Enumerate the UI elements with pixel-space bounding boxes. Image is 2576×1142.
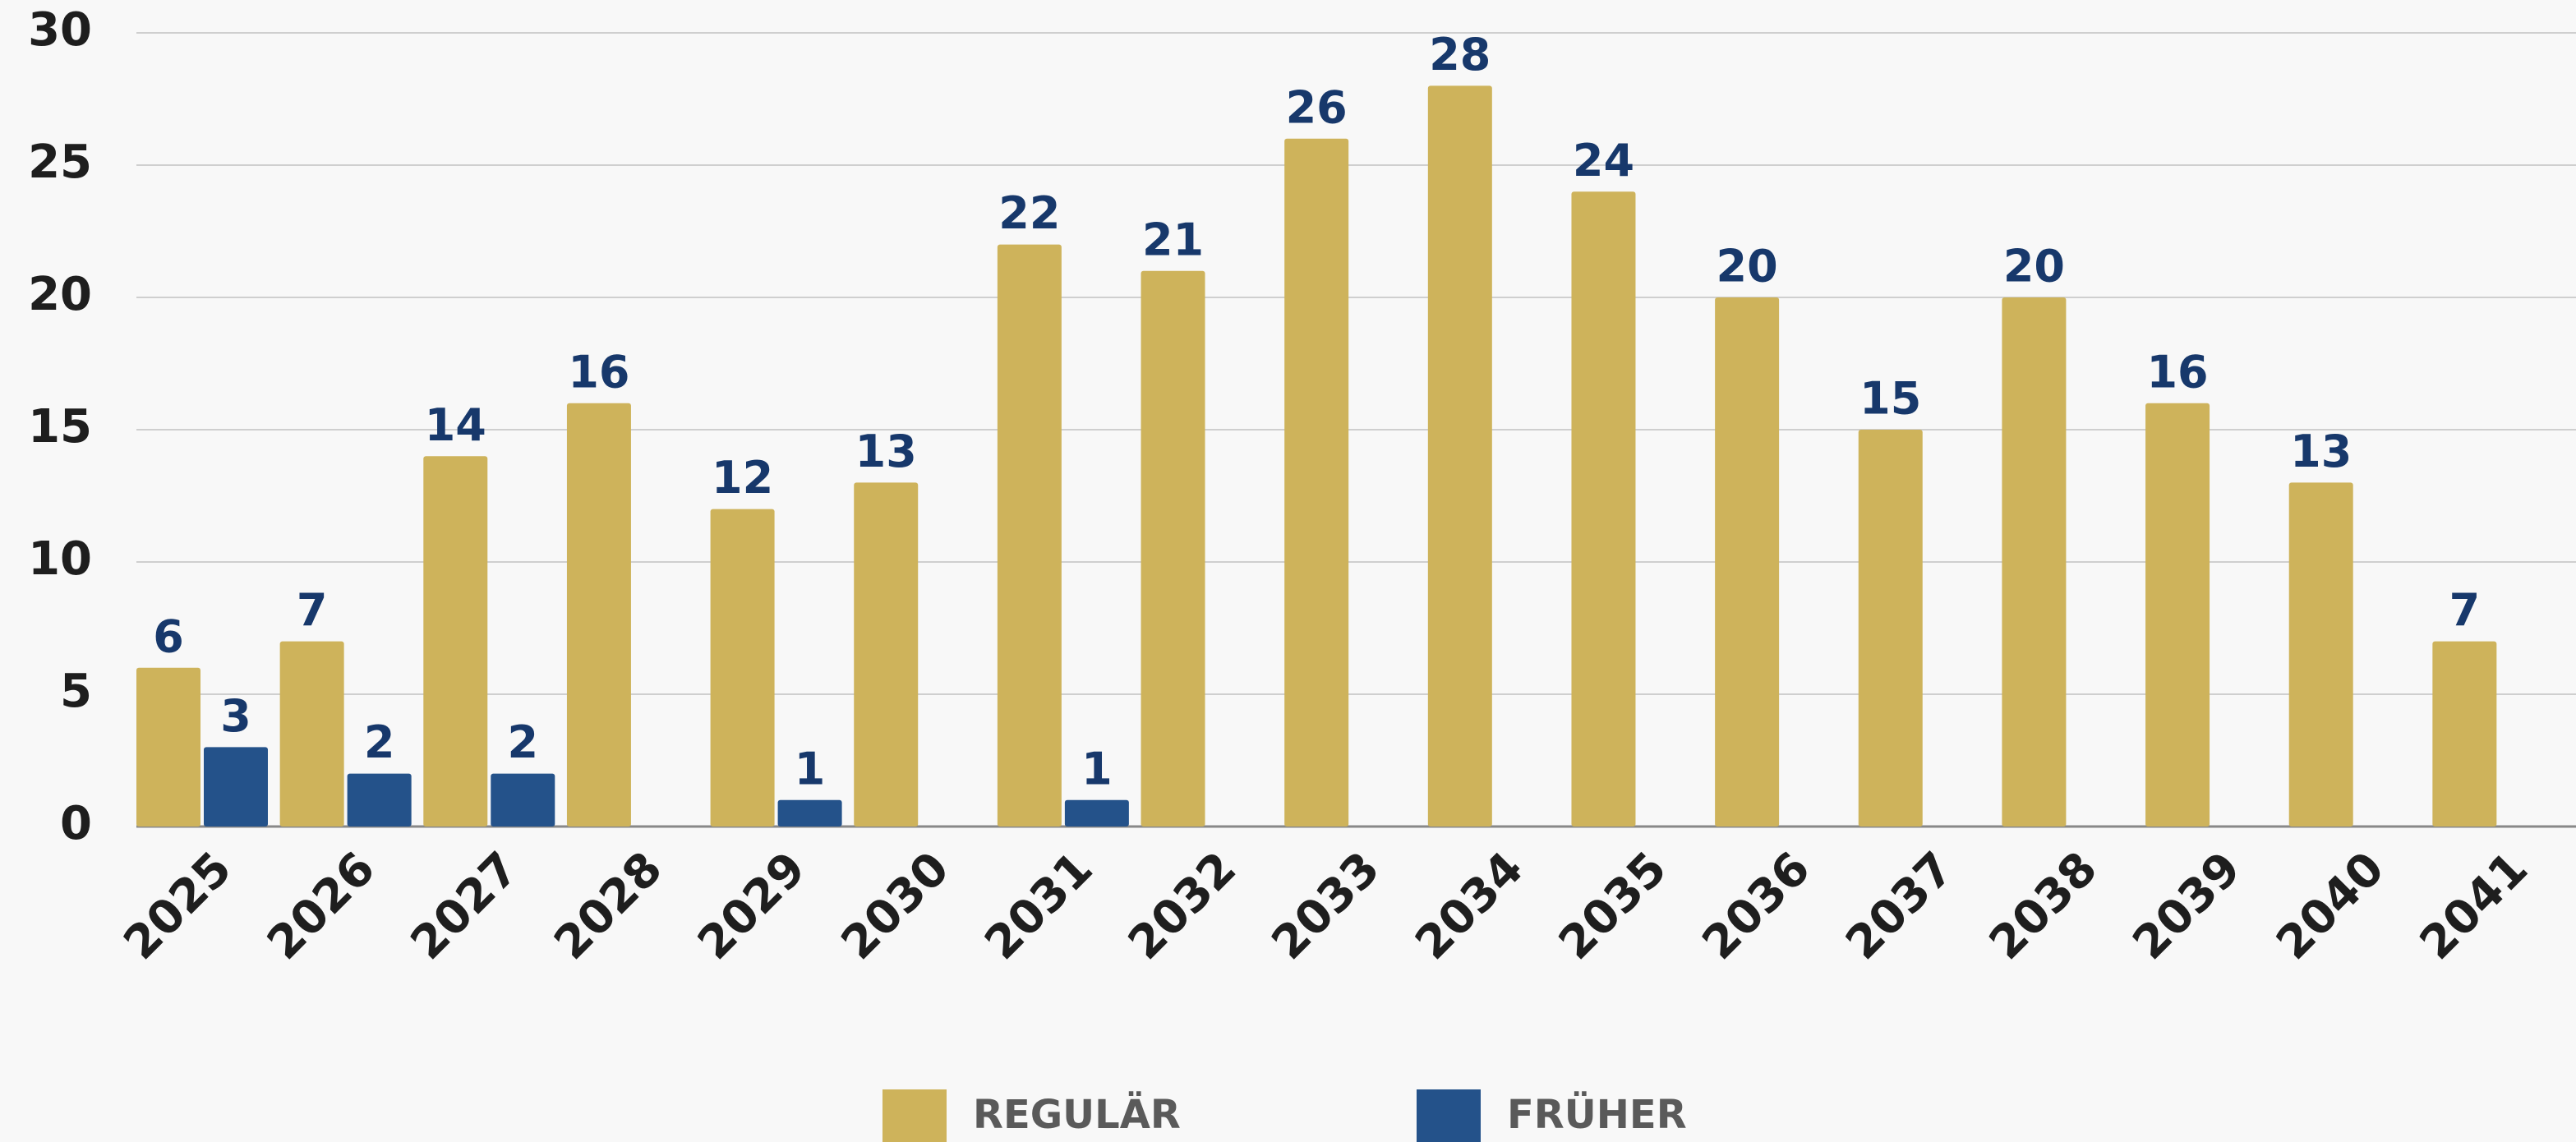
x-tick-label: 2034: [1405, 842, 1533, 970]
x-tick-label: 2030: [832, 842, 960, 970]
data-label: 14: [425, 399, 486, 451]
bar: [2288, 482, 2353, 827]
data-label: 1: [1081, 743, 1113, 794]
bar: [1284, 138, 1349, 827]
data-label: 1: [795, 743, 826, 794]
x-tick-label: 2029: [688, 842, 816, 970]
y-tick-label: 15: [28, 400, 92, 454]
y-tick-label: 30: [28, 3, 92, 57]
data-label: 16: [568, 346, 629, 398]
bar: [2145, 403, 2210, 827]
data-label: 15: [1859, 373, 1921, 425]
bar: [2002, 297, 2067, 827]
legend-label: REGULÄR: [973, 1091, 1181, 1138]
x-tick-label: 2033: [1262, 842, 1390, 970]
bar: [710, 509, 775, 827]
x-tick-label: 2041: [2410, 842, 2538, 970]
data-label: 21: [1142, 214, 1204, 265]
x-tick-label: 2027: [401, 842, 529, 970]
data-label: 20: [2003, 241, 2065, 292]
data-label: 16: [2146, 346, 2208, 398]
bar: [279, 641, 344, 827]
x-tick-label: 2036: [1693, 842, 1821, 970]
data-label: 13: [855, 426, 917, 477]
y-tick-label: 20: [28, 268, 92, 321]
data-label: 28: [1429, 29, 1491, 81]
bar: [136, 667, 200, 827]
x-tick-label: 2026: [257, 842, 385, 970]
bar: [2432, 641, 2497, 827]
legend-swatch: [1417, 1089, 1481, 1142]
x-tick-label: 2037: [1836, 842, 1964, 970]
x-tick-label: 2028: [544, 842, 672, 970]
x-tick-label: 2031: [975, 842, 1103, 970]
x-tick-label: 2040: [2266, 842, 2394, 970]
bar: [1571, 191, 1636, 827]
bar: [423, 456, 488, 827]
bar: [1141, 270, 1205, 827]
bar: [997, 244, 1062, 827]
y-tick-label: 5: [60, 665, 92, 718]
x-tick-label: 2038: [1979, 842, 2108, 970]
data-label: 7: [297, 584, 328, 636]
y-tick-label: 10: [28, 532, 92, 586]
bar: [566, 403, 631, 827]
y-tick-label: 0: [60, 797, 92, 850]
data-label: 26: [1286, 81, 1348, 133]
data-label: 3: [220, 690, 251, 742]
x-tick-label: 2035: [1549, 842, 1677, 970]
data-label: 2: [508, 716, 539, 768]
bar: [854, 482, 919, 827]
y-tick-label: 25: [28, 136, 92, 189]
data-label: 20: [1717, 241, 1778, 292]
bar: [204, 747, 268, 827]
data-label: 12: [712, 452, 773, 504]
data-label: 2: [364, 716, 395, 768]
bar: [347, 773, 412, 827]
legend-label: FRÜHER: [1507, 1091, 1687, 1138]
bar: [1064, 799, 1129, 827]
bar: [1715, 297, 1780, 827]
data-label: 6: [153, 610, 184, 662]
x-tick-label: 2032: [1118, 842, 1247, 970]
data-label: 22: [998, 187, 1060, 239]
data-label: 7: [2449, 584, 2481, 636]
legend-swatch: [882, 1089, 947, 1142]
bar: [1858, 430, 1923, 827]
x-tick-label: 2025: [113, 842, 242, 970]
bar: [777, 799, 842, 827]
data-label: 13: [2290, 426, 2352, 477]
x-tick-label: 2039: [2122, 842, 2251, 970]
bar: [491, 773, 555, 827]
bar: [1427, 85, 1492, 827]
data-label: 24: [1573, 135, 1634, 186]
